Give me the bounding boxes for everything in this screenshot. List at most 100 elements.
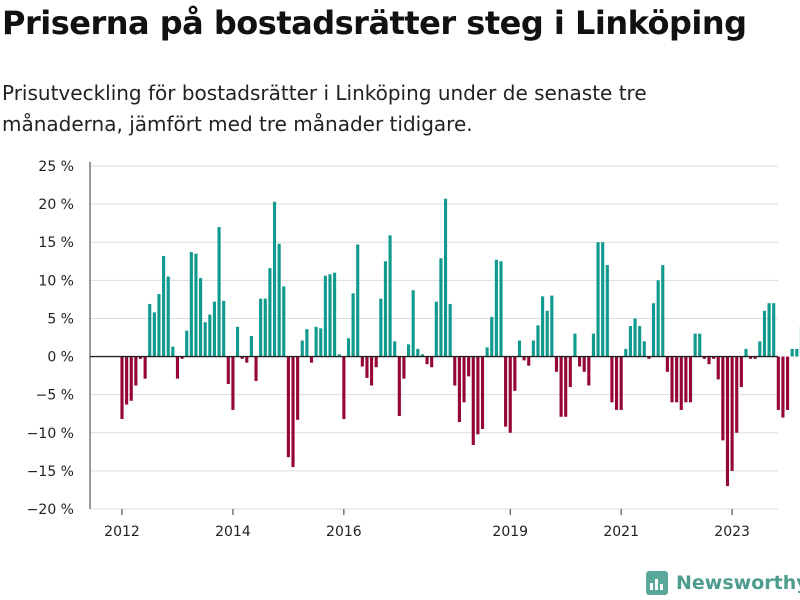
bar (744, 348, 748, 357)
bar (305, 329, 309, 357)
bar (162, 255, 166, 357)
y-tick-label: 10 % (38, 273, 74, 289)
y-tick-label: −15 % (27, 464, 74, 480)
bar (393, 341, 397, 357)
bar (559, 356, 563, 417)
chart-title: Priserna på bostadsrätter steg i Linköpi… (2, 4, 747, 42)
bar (485, 347, 489, 357)
bar (120, 356, 124, 420)
bar (374, 356, 378, 368)
bar (758, 341, 762, 357)
x-axis-tick-labels: 2012201420162019202120232025 (104, 509, 750, 540)
bar (152, 312, 156, 357)
bar (296, 356, 300, 420)
bar (185, 330, 189, 357)
bar (762, 310, 767, 357)
bar (263, 298, 267, 357)
newsworthy-logo: Newsworthy (646, 570, 800, 596)
bar (134, 356, 138, 386)
bar (776, 356, 780, 410)
bar (448, 303, 452, 357)
bar (430, 356, 434, 368)
y-tick-label: 25 % (38, 159, 74, 175)
bar (254, 356, 258, 381)
bar (356, 244, 360, 357)
bar (194, 253, 198, 357)
bar (272, 201, 277, 357)
bar (143, 356, 147, 379)
bar (739, 356, 743, 388)
chart-subtitle: Prisutveckling för bostadsrätter i Linkö… (2, 81, 647, 136)
bar (199, 278, 203, 357)
bar (610, 356, 614, 403)
y-tick-label: −20 % (27, 502, 74, 518)
bar (545, 310, 549, 357)
bar (735, 356, 739, 433)
bar (647, 356, 651, 359)
y-tick-label: 15 % (38, 235, 74, 251)
axes (89, 162, 778, 509)
bar (351, 293, 355, 357)
gridlines (90, 165, 778, 510)
bar (490, 316, 494, 357)
bar (712, 356, 716, 359)
bar (467, 356, 471, 377)
bar (388, 235, 392, 357)
bar (725, 356, 730, 487)
x-tick-label: 2014 (215, 524, 251, 540)
bar (661, 265, 665, 357)
bar (749, 356, 753, 359)
bar (416, 348, 420, 357)
y-tick-label: −5 % (36, 388, 74, 404)
bar (226, 356, 230, 384)
bar (517, 340, 522, 357)
bar (772, 303, 776, 357)
y-axis-tick-labels: 25 % 20 % 15 % 10 % 5 % 0 % −5 % −10 % −15 % −20 … (27, 159, 74, 518)
bar (591, 333, 595, 357)
bar (314, 326, 318, 357)
bar (504, 356, 508, 427)
bar (578, 356, 582, 367)
bar (568, 356, 572, 388)
y-tick-label: −10 % (27, 426, 74, 442)
bar (462, 356, 466, 403)
bar (222, 300, 226, 357)
bar (619, 356, 623, 410)
bar (573, 333, 577, 357)
bar (614, 356, 619, 410)
bar (379, 298, 383, 357)
bar (550, 295, 554, 357)
bar (434, 301, 438, 357)
bar (536, 325, 540, 357)
y-tick-label: 5 % (47, 311, 74, 327)
bar (319, 328, 323, 357)
bar (716, 356, 720, 380)
bar (679, 356, 683, 410)
bar (138, 356, 143, 359)
bar (513, 356, 517, 391)
bar (277, 243, 281, 357)
bar (397, 356, 401, 417)
bar (476, 356, 480, 435)
bar (231, 356, 235, 410)
bar (707, 356, 711, 365)
bar (129, 356, 133, 401)
bar (702, 356, 706, 359)
bar-chart-logo-icon (646, 571, 668, 595)
bar-chart: 25 % 20 % 15 % 10 % 5 % 0 % −5 % −10 % −15 % −20 … (27, 159, 800, 540)
bar (323, 275, 327, 357)
bar (245, 356, 249, 363)
x-tick-label: 2023 (714, 524, 750, 540)
bar (656, 280, 660, 357)
bar (370, 356, 374, 386)
bar (425, 356, 429, 365)
bar (212, 301, 216, 357)
bar (282, 286, 286, 357)
bar (471, 356, 475, 445)
bar (166, 276, 170, 357)
bar (665, 356, 669, 372)
bar (457, 356, 461, 423)
bar (753, 356, 757, 359)
bar (684, 356, 688, 403)
bar (259, 298, 263, 357)
